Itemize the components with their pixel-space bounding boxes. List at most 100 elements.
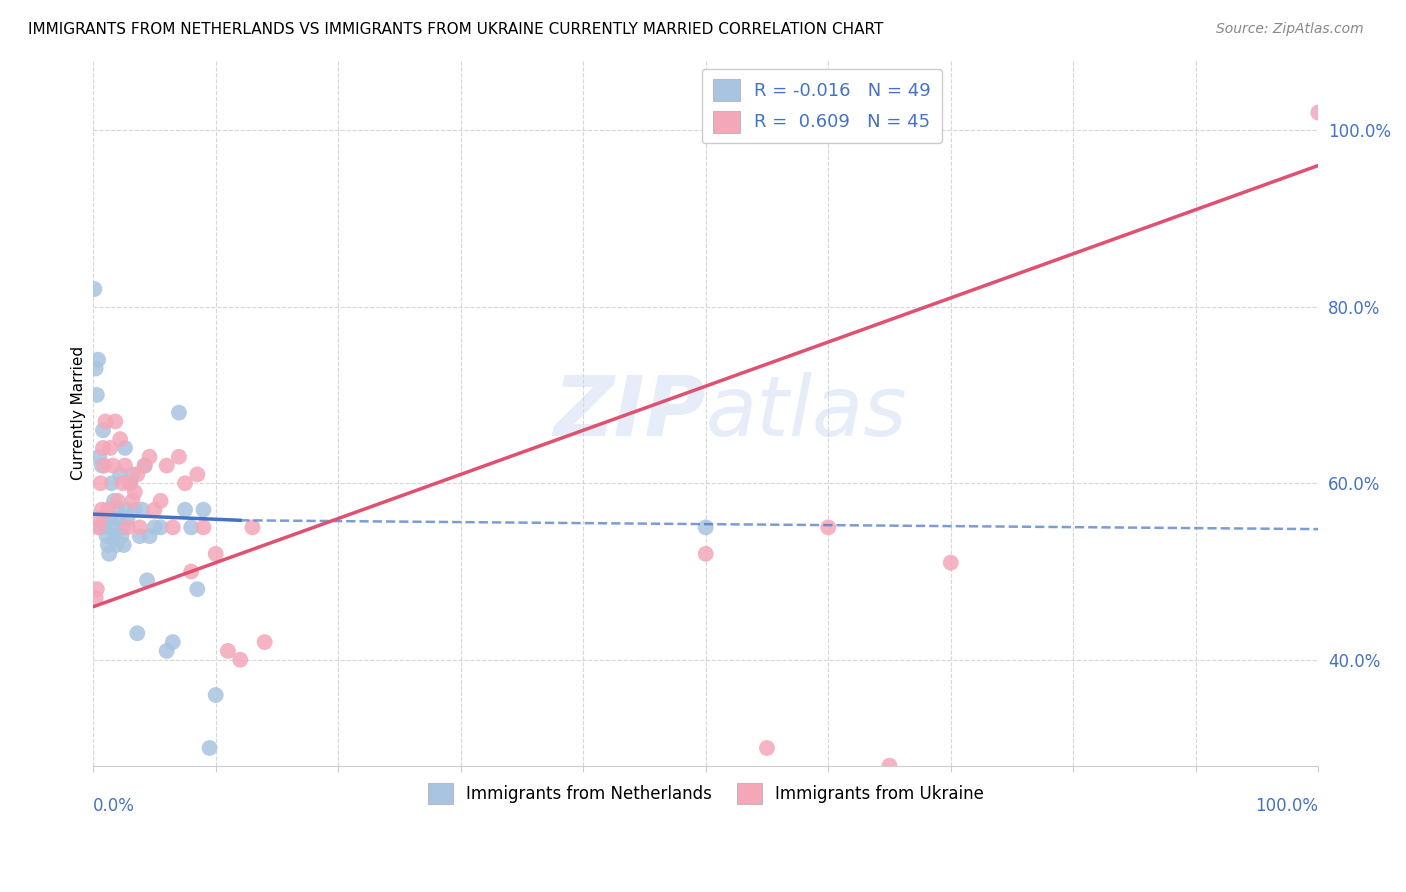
Point (87, 520, 110, 534)
Point (127, 467, 149, 482)
Point (143, 520, 166, 534)
Point (253, 635, 276, 649)
Point (695, 547, 717, 561)
Point (124, 485, 146, 500)
Point (149, 494, 172, 508)
Point (229, 653, 252, 667)
Point (118, 476, 141, 491)
Point (162, 635, 184, 649)
Point (87, 352, 110, 367)
Point (108, 467, 131, 482)
Point (167, 406, 190, 420)
Point (117, 520, 139, 534)
Point (186, 582, 208, 596)
Legend: Immigrants from Netherlands, Immigrants from Ukraine: Immigrants from Netherlands, Immigrants … (420, 777, 991, 810)
Point (97, 502, 120, 516)
Point (98, 511, 121, 525)
Point (111, 520, 134, 534)
Point (90, 476, 112, 491)
Point (86, 388, 108, 402)
Point (91, 423, 114, 437)
Point (101, 520, 124, 534)
Point (110, 529, 132, 543)
Point (93, 458, 115, 473)
Point (204, 547, 226, 561)
Point (186, 467, 208, 482)
Point (97, 538, 120, 552)
Point (115, 502, 138, 516)
Point (180, 565, 202, 579)
Point (156, 458, 179, 473)
Point (939, 556, 962, 570)
Point (90, 520, 112, 534)
Point (143, 502, 166, 516)
Point (90, 458, 112, 473)
Point (167, 450, 190, 464)
Point (114, 458, 136, 473)
Point (156, 644, 179, 658)
Point (98, 547, 121, 561)
Y-axis label: Currently Married: Currently Married (72, 345, 86, 480)
Point (84, 591, 107, 605)
Point (112, 538, 135, 552)
Text: Source: ZipAtlas.com: Source: ZipAtlas.com (1216, 22, 1364, 37)
Point (89, 450, 111, 464)
Point (84, 361, 107, 376)
Point (96, 529, 118, 543)
Point (128, 520, 150, 534)
Point (89, 511, 111, 525)
Point (242, 520, 264, 534)
Text: atlas: atlas (706, 372, 907, 453)
Point (101, 458, 124, 473)
Point (198, 741, 221, 756)
Point (136, 574, 159, 588)
Point (817, 520, 839, 534)
Point (217, 644, 239, 658)
Point (134, 458, 156, 473)
Point (104, 414, 127, 428)
Point (117, 511, 139, 525)
Point (104, 529, 127, 543)
Point (131, 502, 153, 516)
Point (98, 441, 121, 455)
Text: 0.0%: 0.0% (93, 797, 135, 815)
Point (107, 494, 129, 508)
Point (180, 520, 202, 534)
Point (114, 441, 136, 455)
Text: IMMIGRANTS FROM NETHERLANDS VS IMMIGRANTS FROM UKRAINE CURRENTLY MARRIED CORRELA: IMMIGRANTS FROM NETHERLANDS VS IMMIGRANT… (28, 22, 883, 37)
Text: ZIP: ZIP (553, 372, 706, 453)
Text: 100.0%: 100.0% (1256, 797, 1319, 815)
Point (174, 476, 197, 491)
Point (121, 494, 143, 508)
Point (83, 282, 105, 296)
Point (127, 626, 149, 640)
Point (111, 476, 134, 491)
Point (204, 688, 226, 702)
Point (105, 538, 128, 552)
Point (100, 476, 122, 491)
Point (193, 502, 215, 516)
Point (93, 511, 115, 525)
Point (103, 494, 125, 508)
Point (86, 582, 108, 596)
Point (1308, 105, 1330, 120)
Point (107, 502, 129, 516)
Point (118, 476, 141, 491)
Point (756, 741, 779, 756)
Point (193, 520, 215, 534)
Point (162, 520, 184, 534)
Point (138, 529, 160, 543)
Point (94, 520, 117, 534)
Point (90, 502, 112, 516)
Point (94, 414, 117, 428)
Point (121, 467, 143, 482)
Point (108, 432, 131, 446)
Point (134, 458, 156, 473)
Point (124, 502, 146, 516)
Point (174, 502, 197, 516)
Point (108, 511, 131, 525)
Point (149, 520, 172, 534)
Point (128, 529, 150, 543)
Point (695, 520, 717, 534)
Point (138, 450, 160, 464)
